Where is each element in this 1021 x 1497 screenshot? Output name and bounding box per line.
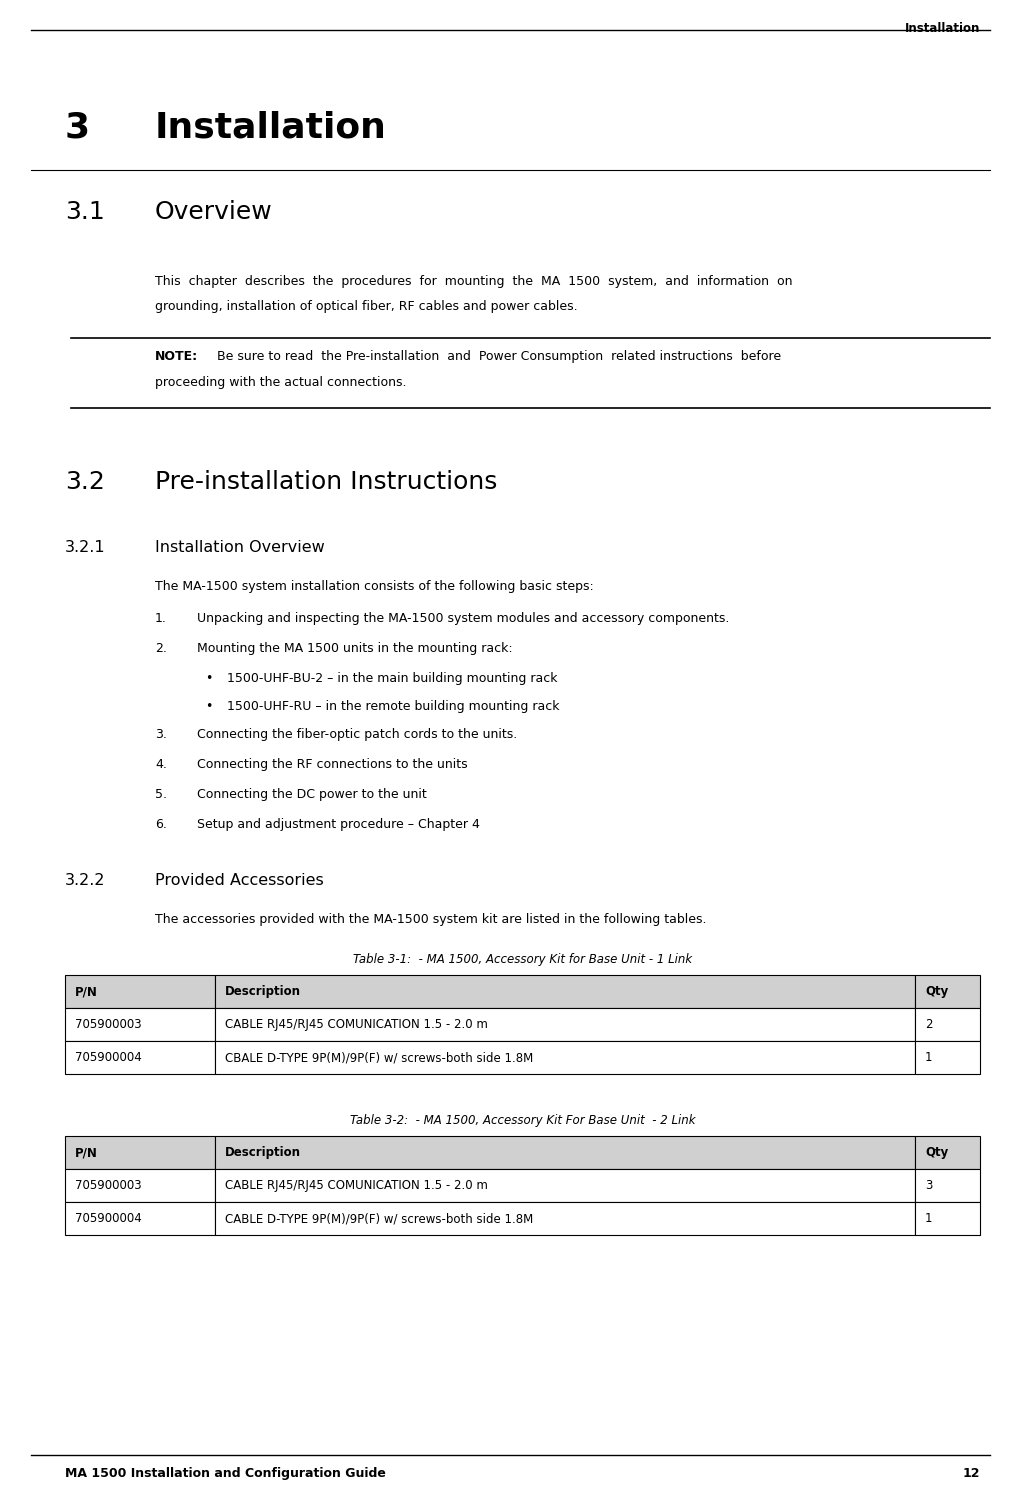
Text: 705900003: 705900003	[75, 1018, 142, 1031]
Text: 2: 2	[925, 1018, 932, 1031]
Text: 1: 1	[925, 1051, 932, 1064]
Text: 3.2.1: 3.2.1	[65, 540, 105, 555]
Bar	[215, 1136, 915, 1169]
Text: •: •	[205, 701, 212, 713]
Bar	[65, 1202, 215, 1235]
Text: 4.: 4.	[155, 757, 166, 771]
Bar	[215, 1169, 915, 1202]
Text: 3.2: 3.2	[65, 470, 105, 494]
Bar	[915, 1202, 980, 1235]
Bar	[215, 1202, 915, 1235]
Bar	[915, 1169, 980, 1202]
Bar	[65, 1169, 215, 1202]
Text: proceeding with the actual connections.: proceeding with the actual connections.	[155, 376, 406, 389]
Text: P/N: P/N	[75, 1147, 98, 1159]
Bar	[65, 1136, 215, 1169]
Text: CABLE RJ45/RJ45 COMUNICATION 1.5 - 2.0 m: CABLE RJ45/RJ45 COMUNICATION 1.5 - 2.0 m	[225, 1018, 488, 1031]
Text: 5.: 5.	[155, 787, 167, 801]
Text: 705900004: 705900004	[75, 1213, 142, 1225]
Text: Table 3-2:  - MA 1500, Accessory Kit For Base Unit  - 2 Link: Table 3-2: - MA 1500, Accessory Kit For …	[350, 1114, 695, 1127]
Text: Description: Description	[225, 1147, 301, 1159]
Text: Qty: Qty	[925, 985, 949, 998]
Text: Overview: Overview	[155, 201, 273, 225]
Bar	[915, 1007, 980, 1040]
Text: Table 3-1:  - MA 1500, Accessory Kit for Base Unit - 1 Link: Table 3-1: - MA 1500, Accessory Kit for …	[353, 954, 692, 966]
Bar	[65, 975, 215, 1007]
Text: Setup and adjustment procedure – Chapter 4: Setup and adjustment procedure – Chapter…	[197, 817, 480, 831]
Text: 6.: 6.	[155, 817, 166, 831]
Text: Connecting the DC power to the unit: Connecting the DC power to the unit	[197, 787, 427, 801]
Bar	[915, 1136, 980, 1169]
Text: 1: 1	[925, 1213, 932, 1225]
Text: NOTE:: NOTE:	[155, 350, 198, 362]
Text: Pre-installation Instructions: Pre-installation Instructions	[155, 470, 497, 494]
Text: 3: 3	[65, 109, 90, 144]
Text: 3.2.2: 3.2.2	[65, 873, 105, 888]
Bar	[915, 975, 980, 1007]
Text: P/N: P/N	[75, 985, 98, 998]
Text: CABLE D-TYPE 9P(M)/9P(F) w/ screws-both side 1.8M: CABLE D-TYPE 9P(M)/9P(F) w/ screws-both …	[225, 1213, 533, 1225]
Text: Installation Overview: Installation Overview	[155, 540, 325, 555]
Text: grounding, installation of optical fiber, RF cables and power cables.: grounding, installation of optical fiber…	[155, 299, 578, 313]
Text: Be sure to read  the Pre-installation  and  Power Consumption  related instructi: Be sure to read the Pre-installation and…	[213, 350, 781, 362]
Text: 3.1: 3.1	[65, 201, 105, 225]
Text: Connecting the RF connections to the units: Connecting the RF connections to the uni…	[197, 757, 468, 771]
Text: Unpacking and inspecting the MA-1500 system modules and accessory components.: Unpacking and inspecting the MA-1500 sys…	[197, 612, 729, 626]
Bar	[215, 1040, 915, 1073]
Text: 705900004: 705900004	[75, 1051, 142, 1064]
Text: This  chapter  describes  the  procedures  for  mounting  the  MA  1500  system,: This chapter describes the procedures fo…	[155, 275, 792, 287]
Text: The MA-1500 system installation consists of the following basic steps:: The MA-1500 system installation consists…	[155, 579, 594, 593]
Text: Installation: Installation	[905, 22, 980, 34]
Text: MA 1500 Installation and Configuration Guide: MA 1500 Installation and Configuration G…	[65, 1467, 386, 1481]
Text: The accessories provided with the MA-1500 system kit are listed in the following: The accessories provided with the MA-150…	[155, 913, 707, 927]
Text: 705900003: 705900003	[75, 1180, 142, 1192]
Text: 3.: 3.	[155, 728, 166, 741]
Text: Qty: Qty	[925, 1147, 949, 1159]
Text: 3: 3	[925, 1180, 932, 1192]
Text: 2.: 2.	[155, 642, 166, 656]
Bar	[65, 1040, 215, 1073]
Text: CABLE RJ45/RJ45 COMUNICATION 1.5 - 2.0 m: CABLE RJ45/RJ45 COMUNICATION 1.5 - 2.0 m	[225, 1180, 488, 1192]
Text: Mounting the MA 1500 units in the mounting rack:: Mounting the MA 1500 units in the mounti…	[197, 642, 513, 656]
Text: •: •	[205, 672, 212, 686]
Text: Installation: Installation	[155, 109, 387, 144]
Text: 1.: 1.	[155, 612, 166, 626]
Text: Connecting the fiber-optic patch cords to the units.: Connecting the fiber-optic patch cords t…	[197, 728, 518, 741]
Text: 1500-UHF-BU-2 – in the main building mounting rack: 1500-UHF-BU-2 – in the main building mou…	[227, 672, 557, 686]
Bar	[915, 1040, 980, 1073]
Bar	[215, 975, 915, 1007]
Text: 1500-UHF-RU – in the remote building mounting rack: 1500-UHF-RU – in the remote building mou…	[227, 701, 560, 713]
Bar	[215, 1007, 915, 1040]
Text: 12: 12	[963, 1467, 980, 1481]
Text: Description: Description	[225, 985, 301, 998]
Bar	[65, 1007, 215, 1040]
Text: CBALE D-TYPE 9P(M)/9P(F) w/ screws-both side 1.8M: CBALE D-TYPE 9P(M)/9P(F) w/ screws-both …	[225, 1051, 533, 1064]
Text: Provided Accessories: Provided Accessories	[155, 873, 324, 888]
